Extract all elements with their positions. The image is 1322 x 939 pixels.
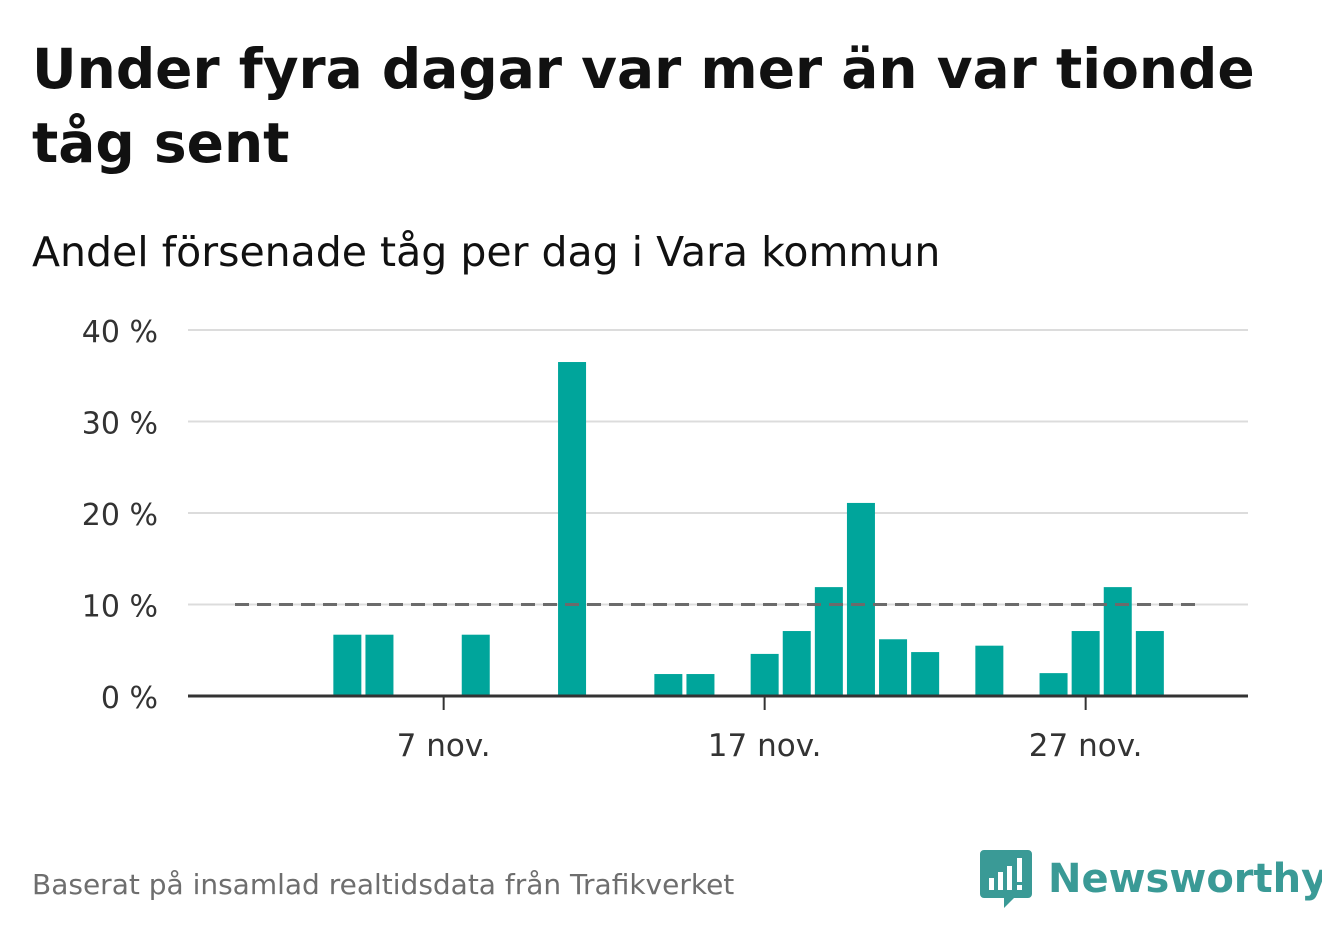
bar [461,634,490,696]
bars [333,362,1164,696]
bar [333,634,362,696]
x-tick-label: 27 nov. [1029,728,1143,764]
bar [975,645,1004,696]
brand-name: Newsworthy [1048,856,1322,902]
y-axis-tick-labels: 0 % 10 % 20 % 30 % 40 % [82,315,158,716]
y-tick-label: 30 % [82,407,158,442]
bar [1071,631,1100,696]
chart-title: Under fyra dagar var mer än var tionde t… [32,37,1255,175]
x-axis-ticks: 7 nov. 17 nov. 27 nov. [397,696,1143,764]
bar [654,674,683,696]
bar-chart-speech-bubble-icon [980,850,1032,908]
source-note: Baserat på insamlad realtidsdata från Tr… [32,868,735,901]
bar [1135,631,1164,696]
brand-logo: Newsworthy [980,848,1322,910]
bar [365,634,394,696]
bar [911,652,940,696]
bar [750,653,779,696]
bar [846,502,875,696]
chart-subtitle: Andel försenade tåg per dag i Vara kommu… [32,228,941,276]
bar [782,631,811,696]
y-tick-label: 10 % [82,590,158,625]
bar [1039,673,1068,696]
bar [558,362,587,696]
x-tick-label: 17 nov. [708,728,822,764]
bar [879,639,908,696]
x-tick-label: 7 nov. [397,728,491,764]
grid-lines [188,329,1248,606]
y-tick-label: 40 % [82,315,158,350]
bar [686,674,715,696]
y-tick-label: 0 % [101,681,158,716]
y-tick-label: 20 % [82,498,158,533]
